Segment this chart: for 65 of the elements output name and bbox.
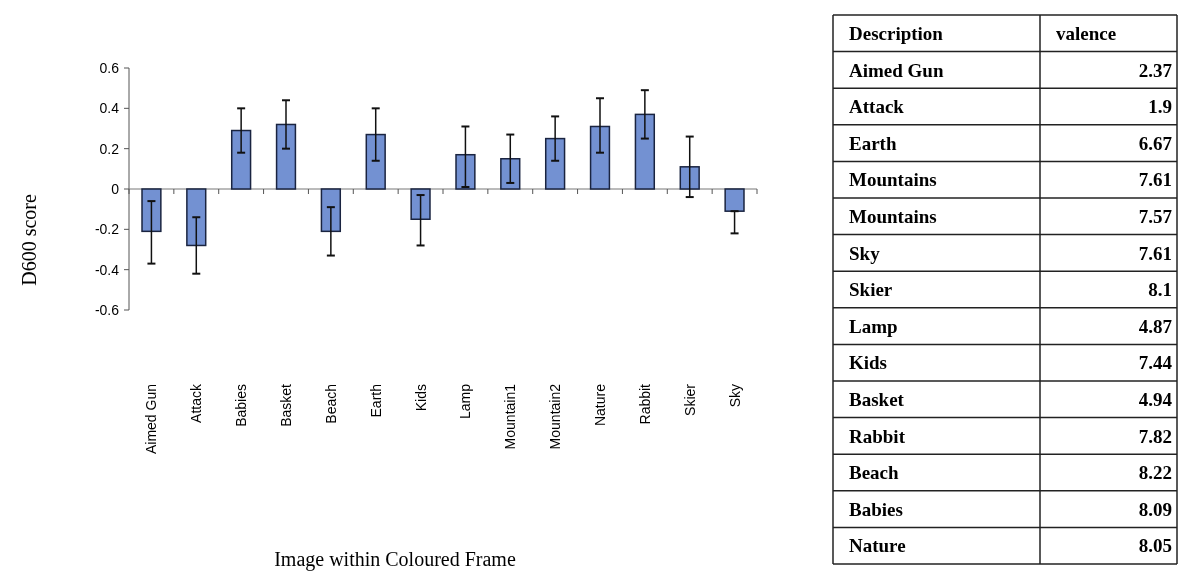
bar — [410, 188, 431, 220]
data-label: 7.61 — [1138, 169, 1172, 191]
category-label: Babies — [849, 498, 903, 520]
category-label: Kids — [849, 352, 888, 374]
x-tick-label: Lamp — [457, 383, 474, 420]
x-tick-label: Attack — [188, 383, 205, 423]
bar — [320, 188, 342, 233]
category-label: Nature — [849, 535, 906, 557]
bar — [365, 133, 386, 190]
data-label: 8.09 — [1138, 498, 1172, 520]
data-label: 7.61 — [1138, 242, 1172, 264]
bar — [679, 166, 700, 190]
y-tick-label: 0.4 — [99, 100, 120, 117]
data-label: 6.67 — [1138, 132, 1173, 154]
bar — [141, 188, 162, 233]
data-label: 7.57 — [1138, 205, 1173, 227]
x-tick-label: Basket — [278, 383, 294, 427]
bar — [230, 129, 252, 190]
x-axis-title: Image within Coloured Frame — [274, 548, 516, 571]
category-label: Beach — [849, 462, 900, 484]
data-label: 8.22 — [1138, 462, 1172, 484]
bar — [634, 113, 656, 190]
category-label: Skier — [849, 279, 893, 301]
category-label: Lamp — [849, 315, 898, 337]
category-label: Mountains — [849, 169, 937, 191]
category-label: Mountains — [849, 205, 937, 227]
category-label: Sky — [849, 242, 881, 264]
y-tick-label: -0.2 — [94, 221, 120, 238]
x-tick-label: Sky — [726, 384, 743, 408]
y-axis-title: D600 score — [18, 194, 40, 286]
y-tick-label: -0.6 — [94, 301, 120, 318]
y-tick-label: 0.2 — [99, 140, 120, 157]
bar — [589, 125, 611, 190]
x-tick-label: Beach — [322, 384, 339, 424]
bar — [724, 188, 745, 212]
category-label: Aimed Gun — [849, 59, 944, 81]
bar — [500, 158, 521, 190]
y-tick-label: 0.6 — [99, 59, 120, 76]
category-label: Attack — [849, 96, 905, 118]
data-label: 4.87 — [1138, 315, 1173, 337]
y-tick-label: 0 — [111, 180, 120, 197]
x-tick-label: Babies — [233, 384, 250, 427]
data-label: 4.94 — [1138, 388, 1173, 410]
data-label: 8.05 — [1138, 535, 1172, 557]
x-tick-label: Earth — [367, 384, 384, 418]
data-label: 1.9 — [1148, 96, 1172, 118]
data-label: 7.82 — [1138, 425, 1172, 447]
text: Description — [849, 22, 944, 44]
x-tick-label: Aimed Gun — [143, 384, 160, 455]
data-label: 7.44 — [1138, 352, 1173, 374]
x-tick-label: Mountain1 — [502, 383, 519, 450]
bar — [275, 123, 297, 190]
x-tick-label: Kids — [412, 384, 429, 412]
text: valence — [1056, 22, 1117, 44]
y-tick-label: -0.4 — [94, 261, 120, 278]
bar — [186, 188, 207, 247]
data-label: 8.1 — [1148, 279, 1172, 301]
x-tick-label: Skier — [681, 383, 698, 416]
category-label: Earth — [849, 132, 897, 154]
data-label: 2.37 — [1138, 59, 1173, 81]
x-tick-label: Mountain2 — [547, 383, 564, 450]
bar — [455, 153, 476, 190]
bar — [544, 137, 566, 190]
x-tick-label: Nature — [592, 383, 608, 427]
x-tick-label: Rabbit — [636, 383, 653, 425]
